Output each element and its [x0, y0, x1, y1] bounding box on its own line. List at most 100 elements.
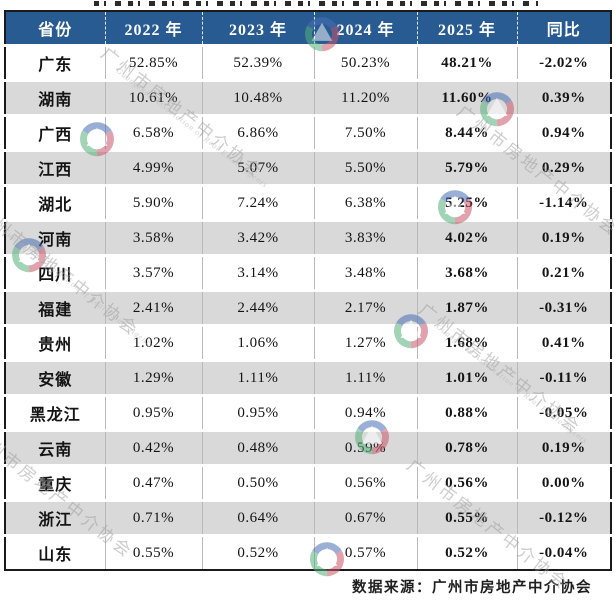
value-cell: 3.14% [201, 254, 314, 291]
value-cell: 0.64% [201, 499, 314, 536]
value-cell: -2.02% [516, 44, 611, 81]
value-cell: 1.11% [201, 359, 314, 396]
province-cell: 云南 [5, 429, 105, 466]
value-cell: 1.68% [416, 324, 517, 361]
value-cell: 5.90% [104, 184, 202, 221]
table-row: 江西 4.99% 5.07% 5.50% 5.79% 0.29% [5, 149, 611, 186]
value-cell: 6.86% [201, 114, 314, 151]
value-cell: 4.99% [104, 149, 202, 186]
value-cell: 0.59% [313, 429, 417, 466]
table-row: 广西 6.58% 6.86% 7.50% 8.44% 0.94% [5, 114, 611, 151]
value-cell: 50.23% [313, 44, 417, 81]
province-cell: 河南 [5, 219, 105, 256]
value-cell: 5.07% [201, 149, 314, 186]
value-cell: 5.25% [416, 184, 517, 221]
value-cell: 3.57% [104, 254, 202, 291]
value-cell: 5.79% [416, 149, 517, 186]
value-cell: 0.94% [313, 394, 417, 431]
value-cell: 4.02% [416, 219, 517, 256]
value-cell: 1.29% [104, 359, 202, 396]
table-row: 广东 52.85% 52.39% 50.23% 48.21% -2.02% [5, 44, 611, 81]
value-cell: 0.42% [104, 429, 202, 466]
table-row: 云南 0.42% 0.48% 0.59% 0.78% 0.19% [5, 429, 611, 466]
table-row: 山东 0.55% 0.52% 0.57% 0.52% -0.04% [5, 534, 611, 570]
value-cell: 0.95% [201, 394, 314, 431]
province-cell: 江西 [5, 149, 105, 186]
value-cell: 1.01% [416, 359, 517, 396]
value-cell: 3.42% [201, 219, 314, 256]
header-cell-2023: 2023 年 [201, 11, 314, 46]
value-cell: 0.39% [516, 79, 611, 116]
header-cell-2025: 2025 年 [416, 11, 517, 46]
header-cell-2022: 2022 年 [104, 11, 202, 46]
province-cell: 四川 [5, 254, 105, 291]
value-cell: 1.02% [104, 324, 202, 361]
table-row: 浙江 0.71% 0.64% 0.67% 0.55% -0.12% [5, 499, 611, 536]
value-cell: 1.87% [416, 289, 517, 326]
value-cell: 0.55% [416, 499, 517, 536]
value-cell: 0.48% [201, 429, 314, 466]
value-cell: 0.94% [516, 114, 611, 151]
value-cell: 1.11% [313, 359, 417, 396]
value-cell: 0.88% [416, 394, 517, 431]
province-cell: 广东 [5, 44, 105, 81]
province-cell: 福建 [5, 289, 105, 326]
value-cell: 0.19% [516, 429, 611, 466]
value-cell: 11.60% [416, 79, 517, 116]
value-cell: 52.85% [104, 44, 202, 81]
value-cell: 3.68% [416, 254, 517, 291]
value-cell: 1.06% [201, 324, 314, 361]
value-cell: 0.50% [201, 464, 314, 501]
header-cell-province: 省份 [5, 11, 105, 46]
province-cell: 浙江 [5, 499, 105, 536]
value-cell: 0.52% [416, 534, 517, 570]
table-row: 四川 3.57% 3.14% 3.48% 3.68% 0.21% [5, 254, 611, 291]
value-cell: 0.57% [313, 534, 417, 570]
value-cell: 6.38% [313, 184, 417, 221]
table-row: 贵州 1.02% 1.06% 1.27% 1.68% 0.41% [5, 324, 611, 361]
value-cell: 0.67% [313, 499, 417, 536]
value-cell: 0.00% [516, 464, 611, 501]
province-cell: 贵州 [5, 324, 105, 361]
value-cell: 3.48% [313, 254, 417, 291]
table-row: 黑龙江 0.95% 0.95% 0.94% 0.88% -0.05% [5, 394, 611, 431]
table-row: 湖北 5.90% 7.24% 6.38% 5.25% -1.14% [5, 184, 611, 221]
value-cell: 0.56% [416, 464, 517, 501]
value-cell: 2.17% [313, 289, 417, 326]
value-cell: 6.58% [104, 114, 202, 151]
value-cell: -1.14% [516, 184, 611, 221]
value-cell: 0.21% [516, 254, 611, 291]
value-cell: 1.27% [313, 324, 417, 361]
value-cell: 0.19% [516, 219, 611, 256]
province-cell: 广西 [5, 114, 105, 151]
value-cell: 0.78% [416, 429, 517, 466]
value-cell: 7.50% [313, 114, 417, 151]
table-row: 湖南 10.61% 10.48% 11.20% 11.60% 0.39% [5, 79, 611, 116]
table-body: 广东 52.85% 52.39% 50.23% 48.21% -2.02% 湖南 10.61%… [5, 44, 611, 570]
table-row: 重庆 0.47% 0.50% 0.56% 0.56% 0.00% [5, 464, 611, 501]
value-cell: 0.56% [313, 464, 417, 501]
cropped-title-fragments [94, 1, 538, 6]
header-cell-2024: 2024 年 [313, 11, 417, 46]
value-cell: -0.11% [516, 359, 611, 396]
data-source-note: 数据来源：广州市房地产中介协会 [352, 580, 592, 596]
table-header: 省份 2022 年 2023 年 2024 年 2025 年 同比 [5, 11, 611, 46]
header-cell-yoy: 同比 [516, 11, 611, 46]
value-cell: 3.83% [313, 219, 417, 256]
value-cell: 7.24% [201, 184, 314, 221]
value-cell: 52.39% [201, 44, 314, 81]
province-cell: 安徽 [5, 359, 105, 396]
value-cell: 0.55% [104, 534, 202, 570]
table-row: 安徽 1.29% 1.11% 1.11% 1.01% -0.11% [5, 359, 611, 396]
value-cell: 5.50% [313, 149, 417, 186]
table-row: 河南 3.58% 3.42% 3.83% 4.02% 0.19% [5, 219, 611, 256]
value-cell: 0.41% [516, 324, 611, 361]
province-cell: 湖南 [5, 79, 105, 116]
value-cell: 8.44% [416, 114, 517, 151]
value-cell: 0.29% [516, 149, 611, 186]
province-share-table: 省份 2022 年 2023 年 2024 年 2025 年 同比 广东 52.8… [4, 10, 612, 571]
value-cell: 0.71% [104, 499, 202, 536]
province-cell: 黑龙江 [5, 394, 105, 431]
value-cell: 0.52% [201, 534, 314, 570]
